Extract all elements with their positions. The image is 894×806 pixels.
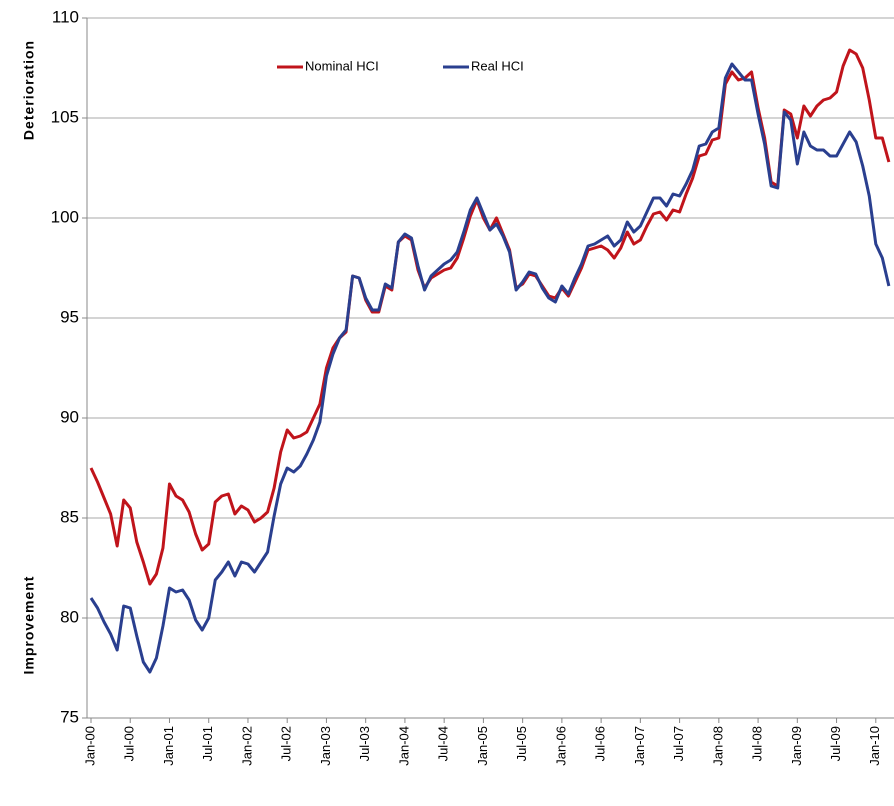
- x-tick-label: Jan-09: [789, 726, 804, 766]
- y-tick-label: 95: [60, 307, 79, 326]
- x-tick-label: Jan-08: [710, 726, 725, 766]
- x-tick-label: Jan-03: [318, 726, 333, 766]
- x-tick-label: Jul-03: [357, 726, 372, 761]
- legend-label: Nominal HCI: [305, 58, 379, 73]
- line-series: [89, 62, 891, 674]
- x-tick-label: Jul-06: [593, 726, 608, 761]
- axis-label-top: Deterioration: [21, 40, 37, 140]
- x-tick-label: Jul-05: [514, 726, 529, 761]
- x-tick-label: Jul-08: [750, 726, 765, 761]
- plot: [89, 48, 891, 674]
- y-tick-label: 80: [60, 607, 79, 626]
- x-tick-label: Jan-10: [867, 726, 882, 766]
- y-tick-label: 100: [51, 207, 79, 226]
- x-tick-label: Jul-07: [671, 726, 686, 761]
- x-tick-label: Jan-05: [475, 726, 490, 766]
- y-tick-label: 110: [52, 7, 79, 26]
- y-tick-label: 75: [60, 707, 79, 726]
- x-tick-label: Jul-09: [828, 726, 843, 761]
- x-tick-label: Jan-00: [82, 726, 97, 766]
- legend-label: Real HCI: [471, 58, 524, 73]
- x-tick-label: Jan-02: [239, 726, 254, 766]
- x-tick-label: Jul-00: [122, 726, 137, 761]
- x-tick-label: Jan-06: [553, 726, 568, 766]
- x-tick-label: Jul-04: [436, 726, 451, 761]
- legend: Nominal HCI Real HCI: [277, 58, 524, 73]
- grid: 75 80 85 90 95 100 105 110 Jan-00 Jul-00 Jan-01 Jul…: [51, 7, 894, 766]
- axis-label-bottom: Improvement: [21, 576, 37, 675]
- x-tick-label: Jul-01: [200, 726, 215, 761]
- x-tick-label: Jan-07: [632, 726, 647, 766]
- x-tick-label: Jan-04: [396, 726, 411, 766]
- x-tick-label: Jan-01: [161, 726, 176, 766]
- line-series: [89, 48, 891, 586]
- x-tick-label: Jul-02: [279, 726, 294, 761]
- y-tick-label: 85: [60, 507, 79, 526]
- y-tick-label: 105: [51, 107, 79, 126]
- y-tick-label: 90: [60, 407, 79, 426]
